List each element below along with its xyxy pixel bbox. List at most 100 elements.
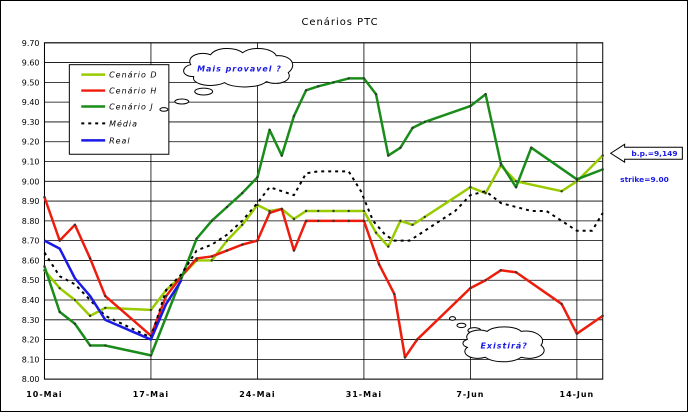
data-point-cenario-d [88, 314, 92, 318]
data-point-cenario-h [415, 338, 419, 341]
data-point-cenario-j [530, 146, 533, 149]
y-tick-label: 8.70 [22, 237, 40, 246]
data-point-cenario-h [347, 219, 350, 223]
y-tick-label: 8.30 [22, 316, 40, 325]
data-point-cenario-d [484, 191, 487, 195]
data-point-cenario-d [347, 209, 350, 213]
series-line-real [43, 239, 183, 341]
data-point-cenario-j [387, 154, 390, 157]
y-tick-label: 9.10 [22, 157, 40, 166]
data-point-cenario-j [374, 93, 378, 96]
data-point-cenario-j [73, 322, 77, 325]
y-tick-label: 8.40 [22, 296, 40, 305]
data-point-cenario-j [499, 162, 503, 165]
data-point-cenario-j [514, 186, 518, 189]
data-point-cenario-j [469, 104, 472, 108]
data-point-cenario-d [362, 209, 366, 213]
data-point-cenario-j [411, 126, 414, 130]
data-point-cenario-j [58, 310, 61, 314]
series-line-media [43, 170, 604, 339]
data-point-cenario-j [399, 146, 402, 149]
legend-label-real: Real [109, 136, 130, 145]
legend-label-media: Média [109, 118, 138, 128]
y-tick-label: 9.40 [22, 98, 40, 107]
data-point-cenario-h [58, 239, 61, 242]
data-point-cenario-h [469, 286, 472, 290]
y-tick-label: 8.10 [22, 355, 40, 364]
data-point-cenario-h [280, 207, 283, 211]
thought-bubble-mais-provavel: Mais provavel ? [159, 48, 294, 112]
data-point-cenario-h [292, 249, 296, 252]
data-point-cenario-j [225, 205, 229, 209]
y-tick-labels: 8.00 8.10 8.20 8.30 8.40 8.50 8.60 8.70 8.80 8.90… [22, 39, 40, 384]
annotation-existira: Existirá? [481, 341, 528, 350]
data-point-cenario-j [195, 237, 198, 240]
data-point-cenario-d [374, 231, 378, 234]
data-point-cenario-d [469, 186, 472, 189]
data-point-cenario-j [256, 176, 259, 179]
data-point-cenario-h [304, 219, 308, 223]
data-point-cenario-h [575, 332, 579, 335]
y-tick-label: 9.60 [22, 59, 40, 68]
data-point-cenario-d [317, 209, 320, 213]
data-point-cenario-j [362, 77, 366, 80]
data-point-cenario-d [210, 259, 213, 262]
data-point-cenario-d [304, 209, 308, 213]
data-point-cenario-h [43, 195, 46, 199]
data-point-cenario-d [575, 180, 579, 183]
data-point-cenario-j [88, 344, 92, 347]
data-point-cenario-h [256, 239, 259, 242]
data-point-cenario-h [403, 356, 407, 359]
y-tick-label: 9.70 [22, 39, 40, 48]
legend-label-cenario-h: Cenário H [109, 87, 157, 96]
data-point-cenario-d [514, 180, 518, 183]
data-point-cenario-h [164, 294, 168, 298]
data-point-cenario-j [317, 85, 320, 88]
data-point-cenario-h [332, 219, 335, 223]
data-point-cenario-d [399, 219, 402, 223]
x-tick-label: 10-Mai [26, 390, 62, 399]
plot-area-border [43, 42, 604, 380]
data-point-cenario-j [601, 168, 604, 171]
data-point-cenario-h [393, 292, 396, 296]
data-point-cenario-j [304, 89, 308, 92]
data-point-cenario-j [268, 128, 271, 132]
legend-label-cenario-d: Cenário D [109, 71, 157, 80]
data-point-cenario-h [195, 257, 198, 260]
data-point-cenario-d [58, 286, 61, 290]
x-tick-label: 17-Mai [133, 390, 169, 399]
data-point-cenario-h [560, 302, 563, 306]
data-point-cenario-h [210, 255, 213, 258]
data-point-cenario-h [225, 249, 229, 252]
legend: Cenário D Cenário H Cenário J Média Real [68, 64, 170, 155]
legend-label-cenario-j: Cenário J [109, 102, 154, 111]
y-tick-label: 9.20 [22, 138, 40, 147]
chart-title: Cenários PTC [301, 16, 378, 28]
data-point-cenario-j [180, 277, 183, 280]
y-tick-label: 8.80 [22, 217, 40, 226]
y-tick-label: 8.00 [22, 375, 40, 384]
data-point-cenario-h [73, 223, 77, 227]
x-tick-label: 24-Mai [239, 390, 275, 399]
y-tick-label: 9.50 [22, 78, 40, 87]
break-point-callout: b.p.=9,149 [609, 143, 683, 164]
data-point-cenario-j [292, 114, 296, 118]
data-point-cenario-d [423, 215, 426, 219]
y-tick-label: 8.50 [22, 276, 40, 285]
data-point-cenario-d [256, 203, 259, 207]
data-point-cenario-j [210, 219, 213, 223]
data-point-cenario-d [241, 223, 244, 227]
data-point-cenario-h [104, 294, 107, 298]
data-point-cenario-h [88, 257, 92, 260]
data-point-cenario-d [601, 154, 604, 157]
data-point-cenario-j [149, 354, 153, 357]
x-tick-labels: 10-Mai 17-Mai 24-Mai 31-Mai 7-Jun 14-Jun [26, 390, 593, 399]
data-point-cenario-j [575, 178, 579, 181]
y-tick-label: 8.60 [22, 256, 40, 265]
data-point-cenario-h [601, 314, 604, 318]
data-point-cenario-d [411, 223, 414, 227]
annotation-mais-provavel: Mais provavel ? [197, 65, 282, 74]
y-tick-label: 8.90 [22, 197, 40, 206]
series-lines [43, 77, 604, 359]
